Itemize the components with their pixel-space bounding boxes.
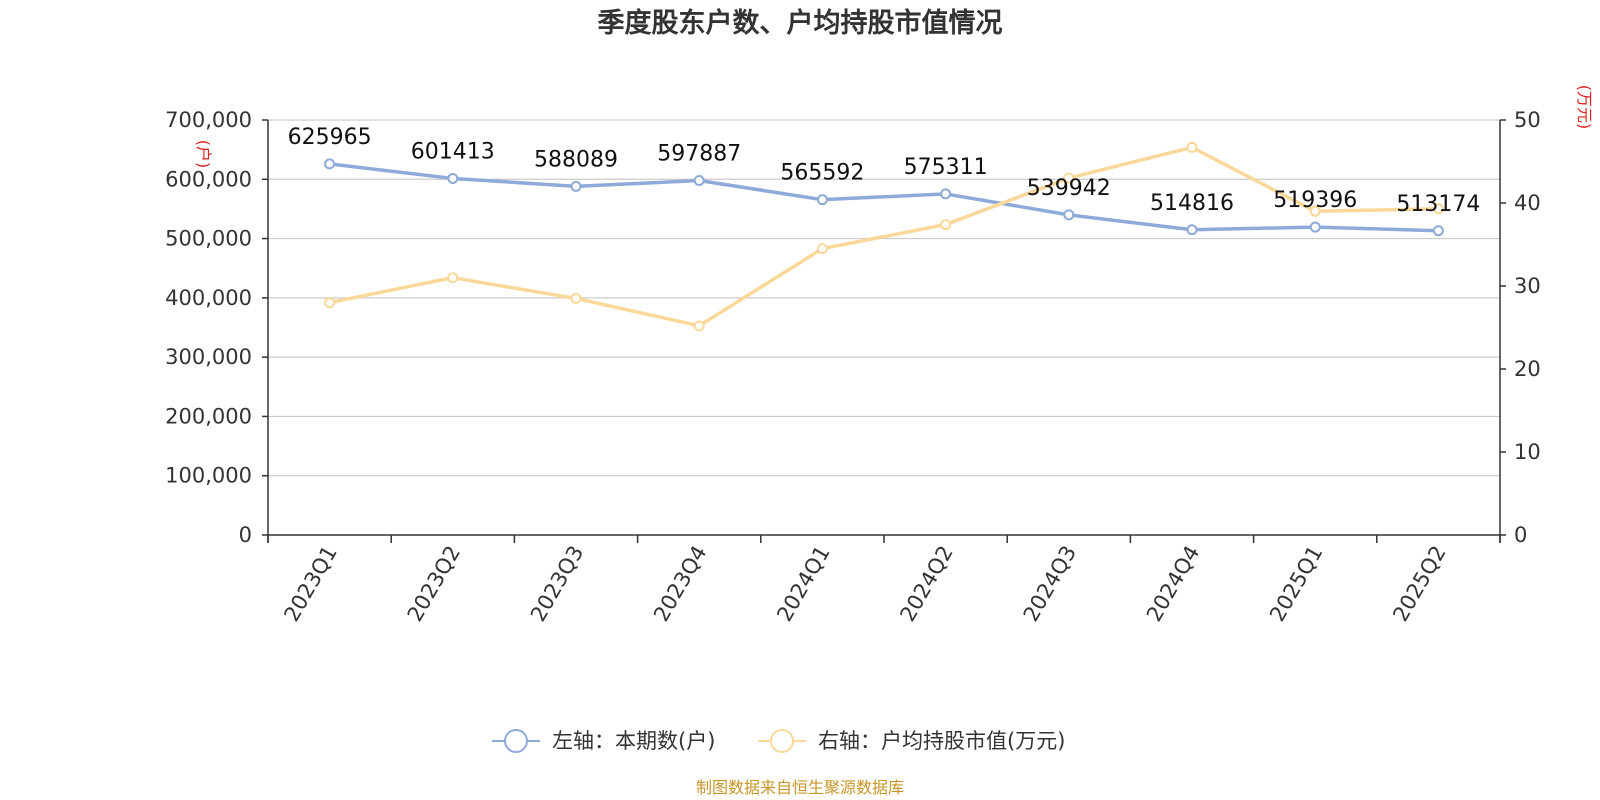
left-axis-tick-label: 100,000 <box>165 464 252 488</box>
data-label-households: 514816 <box>1150 191 1234 216</box>
right-axis-tick-label: 30 <box>1514 274 1541 298</box>
legend-item-households[interactable]: 左轴：本期数(户) <box>492 729 715 753</box>
data-point-avg-value <box>324 297 336 309</box>
x-axis-tick-label: 2024Q2 <box>895 542 957 626</box>
data-point-households <box>1063 209 1075 221</box>
left-axis-tick-label: 200,000 <box>165 404 252 428</box>
source-note: 制图数据来自恒生聚源数据库 <box>696 778 904 797</box>
data-point-avg-value <box>1186 141 1198 153</box>
data-point-households <box>570 180 582 192</box>
x-axis-tick-label: 2024Q4 <box>1142 542 1204 626</box>
data-point-households <box>816 194 828 206</box>
data-point-households <box>693 175 705 187</box>
legend: 左轴：本期数(户) 右轴：户均持股市值(万元) <box>492 729 1065 753</box>
data-point-avg-value <box>1063 172 1075 184</box>
left-axis-unit: (户) <box>194 140 213 169</box>
data-point-households <box>940 188 952 200</box>
chart-title: 季度股东户数、户均持股市值情况 <box>598 7 1003 39</box>
data-point-avg-value <box>940 219 952 231</box>
x-axis-tick-label: 2025Q2 <box>1388 542 1450 626</box>
legend-item-avg-value[interactable]: 右轴：户均持股市值(万元) <box>758 729 1065 753</box>
legend-label-households: 左轴：本期数(户) <box>552 729 715 753</box>
data-point-households <box>1186 224 1198 236</box>
data-label-households: 565592 <box>780 161 864 186</box>
legend-marker-households <box>504 729 528 753</box>
right-axis-tick-label: 0 <box>1514 523 1527 547</box>
x-axis-tick-label: 2023Q4 <box>649 542 711 626</box>
data-labels: 625965 601413 588089 597887 565592 575311 5399… <box>288 125 1481 217</box>
x-axis-tick-label: 2024Q1 <box>772 542 834 626</box>
x-axis-tick-label: 2023Q3 <box>526 542 588 626</box>
legend-marker-avg-value <box>770 729 794 753</box>
data-point-households <box>1432 225 1444 237</box>
data-point-households <box>447 172 459 184</box>
right-axis-tick-label: 20 <box>1514 357 1541 381</box>
left-axis-tick-label: 400,000 <box>165 286 252 310</box>
data-point-avg-value <box>570 292 582 304</box>
x-axis-tick-label: 2023Q1 <box>279 542 341 626</box>
data-point-avg-value <box>816 243 828 255</box>
data-label-households: 513174 <box>1396 192 1480 217</box>
x-axis-tick-label: 2024Q3 <box>1019 542 1081 626</box>
left-axis-tick-label: 500,000 <box>165 227 252 251</box>
data-label-households: 588089 <box>534 147 618 172</box>
right-axis-tick-label: 50 <box>1514 108 1541 132</box>
series-line-avg-value <box>327 145 1441 328</box>
left-axis-tick-label: 600,000 <box>165 167 252 191</box>
data-point-avg-value <box>1432 203 1444 215</box>
right-axis-tick-label: 40 <box>1514 191 1541 215</box>
data-label-households: 597887 <box>657 142 741 167</box>
series <box>324 141 1444 332</box>
right-axis-unit: (万元) <box>1575 85 1594 130</box>
x-axis-tick-label: 2025Q1 <box>1265 542 1327 626</box>
data-point-households <box>324 158 336 170</box>
data-label-households: 601413 <box>411 139 495 164</box>
right-axis-tick-label: 10 <box>1514 440 1541 464</box>
data-label-households: 519396 <box>1273 188 1357 213</box>
data-point-avg-value <box>693 320 705 332</box>
x-axis-tick-label: 2023Q2 <box>403 542 465 626</box>
data-point-avg-value <box>447 272 459 284</box>
data-label-households: 575311 <box>904 155 988 180</box>
legend-label-avg-value: 右轴：户均持股市值(万元) <box>818 729 1065 753</box>
data-label-households: 539942 <box>1027 176 1111 201</box>
data-point-avg-value <box>1309 205 1321 217</box>
left-axis-tick-label: 300,000 <box>165 345 252 369</box>
data-label-households: 625965 <box>288 125 372 150</box>
series-line-households <box>327 162 1441 233</box>
left-axis-tick-label: 0 <box>239 523 252 547</box>
left-axis-tick-label: 700,000 <box>165 108 252 132</box>
data-point-households <box>1309 221 1321 233</box>
